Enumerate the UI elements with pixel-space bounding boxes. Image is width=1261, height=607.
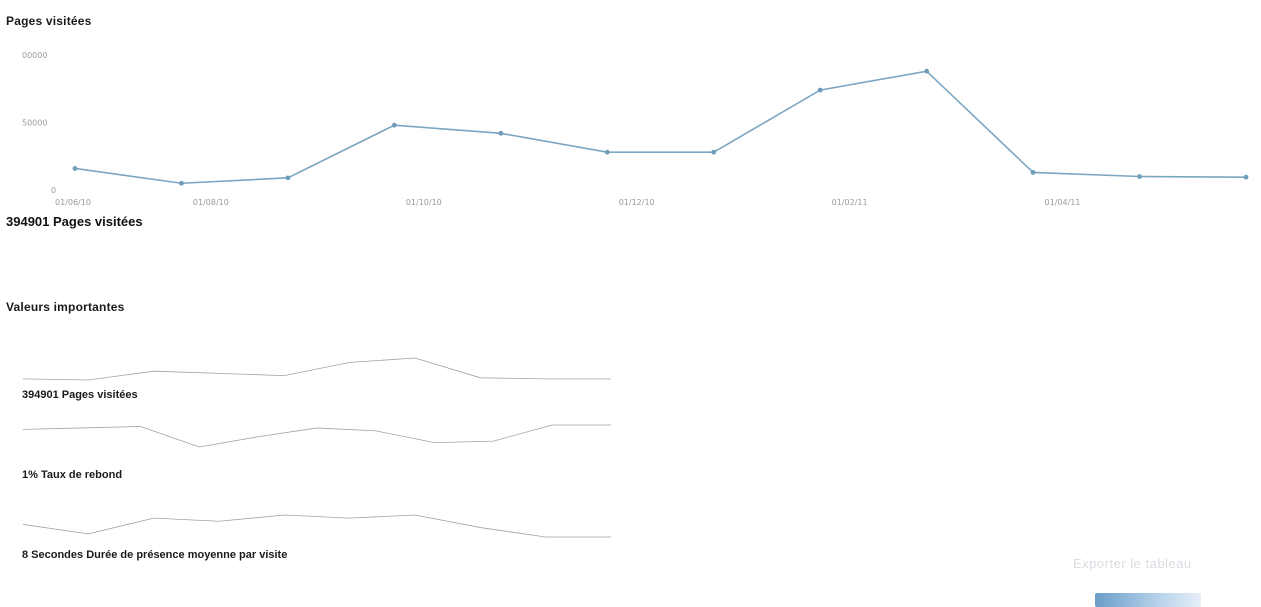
sparkline-bounce-rate-line	[22, 424, 611, 448]
x-axis-ticks: 01/06/10 01/08/10 01/10/10 01/12/10 01/02/11…	[55, 198, 1080, 207]
data-point[interactable]	[72, 166, 78, 171]
data-point[interactable]	[179, 180, 184, 186]
metric-pageviews-label: 394901 Pages visitées	[22, 389, 138, 401]
data-point[interactable]	[924, 68, 930, 74]
chart-title: Pages visitées	[6, 14, 92, 28]
data-point[interactable]	[817, 87, 823, 93]
x-tick-label: 01/10/10	[406, 198, 442, 207]
total-pageviews-label: 394901 Pages visitées	[6, 214, 143, 229]
sparkline-pageviews	[22, 357, 611, 381]
x-tick-label: 01/02/11	[832, 198, 868, 207]
data-point[interactable]	[1243, 174, 1249, 180]
section-title: Valeurs importantes	[6, 300, 125, 314]
y-tick-label: 00000	[22, 51, 47, 60]
x-tick-label: 01/04/11	[1045, 198, 1081, 207]
x-tick-label: 01/08/10	[193, 198, 229, 207]
data-point[interactable]	[391, 122, 397, 128]
data-point[interactable]	[1030, 170, 1036, 175]
data-point[interactable]	[604, 149, 610, 155]
x-tick-label: 01/06/10	[55, 198, 91, 207]
sparkline-bounce-rate	[22, 424, 611, 448]
sparkline-pageviews-line	[22, 357, 611, 381]
export-link[interactable]: Exporter le tableau	[1073, 556, 1192, 571]
pageviews-series-line	[74, 70, 1247, 185]
sparkline-avg-duration-line	[22, 514, 611, 538]
y-tick-label: 50000	[22, 119, 47, 128]
metric-avg-duration-label: 8 Secondes Durée de présence moyenne par…	[22, 549, 288, 561]
pageviews-line-chart: 0 50000 00000 01/06/10 01/08/10 01/10/10 01/1…	[22, 51, 1249, 207]
thumbnail-image[interactable]	[1095, 593, 1201, 607]
y-tick-label: 0	[51, 186, 56, 195]
pageviews-points	[72, 68, 1249, 186]
data-point[interactable]	[285, 175, 291, 181]
data-point[interactable]	[1137, 174, 1142, 179]
y-axis-ticks: 0 50000 00000	[22, 51, 56, 195]
data-point[interactable]	[711, 149, 717, 155]
x-tick-label: 01/12/10	[619, 198, 655, 207]
sparkline-avg-duration	[22, 514, 611, 538]
data-point[interactable]	[498, 130, 504, 136]
metric-bounce-rate-label: 1% Taux de rebond	[22, 469, 123, 481]
